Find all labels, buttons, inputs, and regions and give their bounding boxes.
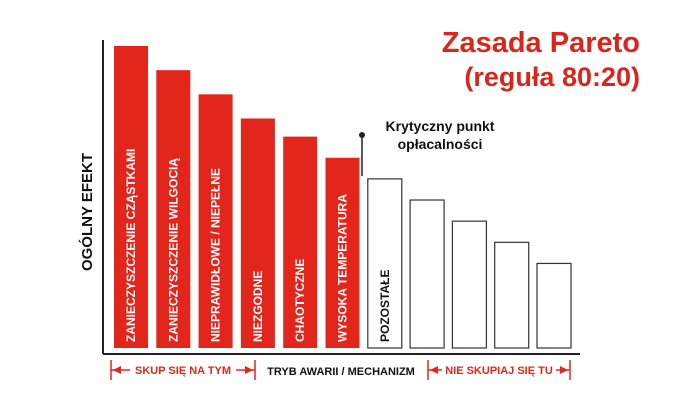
bar-2: [156, 70, 191, 348]
bar-label-5: CHAOTYCZNE: [293, 259, 307, 342]
bar-4: [240, 118, 275, 348]
focus-label: SKUP SIĘ NA TYM: [135, 365, 231, 377]
bar-3: [198, 94, 233, 348]
bar-label-3: NIEPRAWIDŁOWE / NIEPEŁNE: [209, 168, 223, 342]
bar-label-4: NIEZGODNE: [251, 271, 265, 342]
nofocus-label-bg: [442, 362, 556, 378]
bar-label-1: ZANIECZYSZCZENIE CZĄSTKAMI: [124, 149, 138, 342]
bars-group: ZANIECZYSZCZENIE CZĄSTKAMI ZANIECZYSZCZEN…: [114, 46, 572, 349]
chart-title: Zasada Pareto: [442, 27, 640, 59]
bar-5: [283, 136, 318, 348]
bar-10: [494, 241, 530, 349]
bar-label-6: WYSOKA TEMPERATURA: [336, 194, 350, 342]
nofocus-arrow-right: [560, 366, 568, 374]
y-axis-label: OGÓLNY EFEKT: [78, 153, 96, 271]
chart-subtitle: (reguła 80:20): [464, 62, 640, 92]
bar-6: [325, 157, 360, 348]
focus-arrow-right: [245, 366, 253, 374]
focus-arrow-left: [113, 366, 121, 374]
x-axis-label: TRYB AWARII / MECHANIZM: [267, 366, 415, 378]
bar-8: [409, 199, 445, 349]
annotation-line-1: Krytyczny punkt: [386, 118, 495, 134]
nofocus-label: NIE SKUPIAJ SIĘ TU: [445, 365, 553, 377]
bar-11: [536, 262, 572, 349]
bar-label-7: POZOSTAŁE: [378, 270, 392, 342]
bottom-brackets: SKUP SIĘ NA TYM TRYB AWARII / MECHANIZM …: [110, 360, 571, 380]
bar-1: [114, 46, 148, 348]
bar-7: [367, 178, 403, 349]
annotation-line-2: opłacalności: [398, 136, 483, 152]
bar-label-2: ZANIECZYSZCZENIE WILGOCIĄ: [166, 158, 180, 342]
nofocus-arrow-left: [430, 366, 438, 374]
focus-label-bg: [130, 362, 236, 378]
bar-9: [451, 220, 487, 349]
